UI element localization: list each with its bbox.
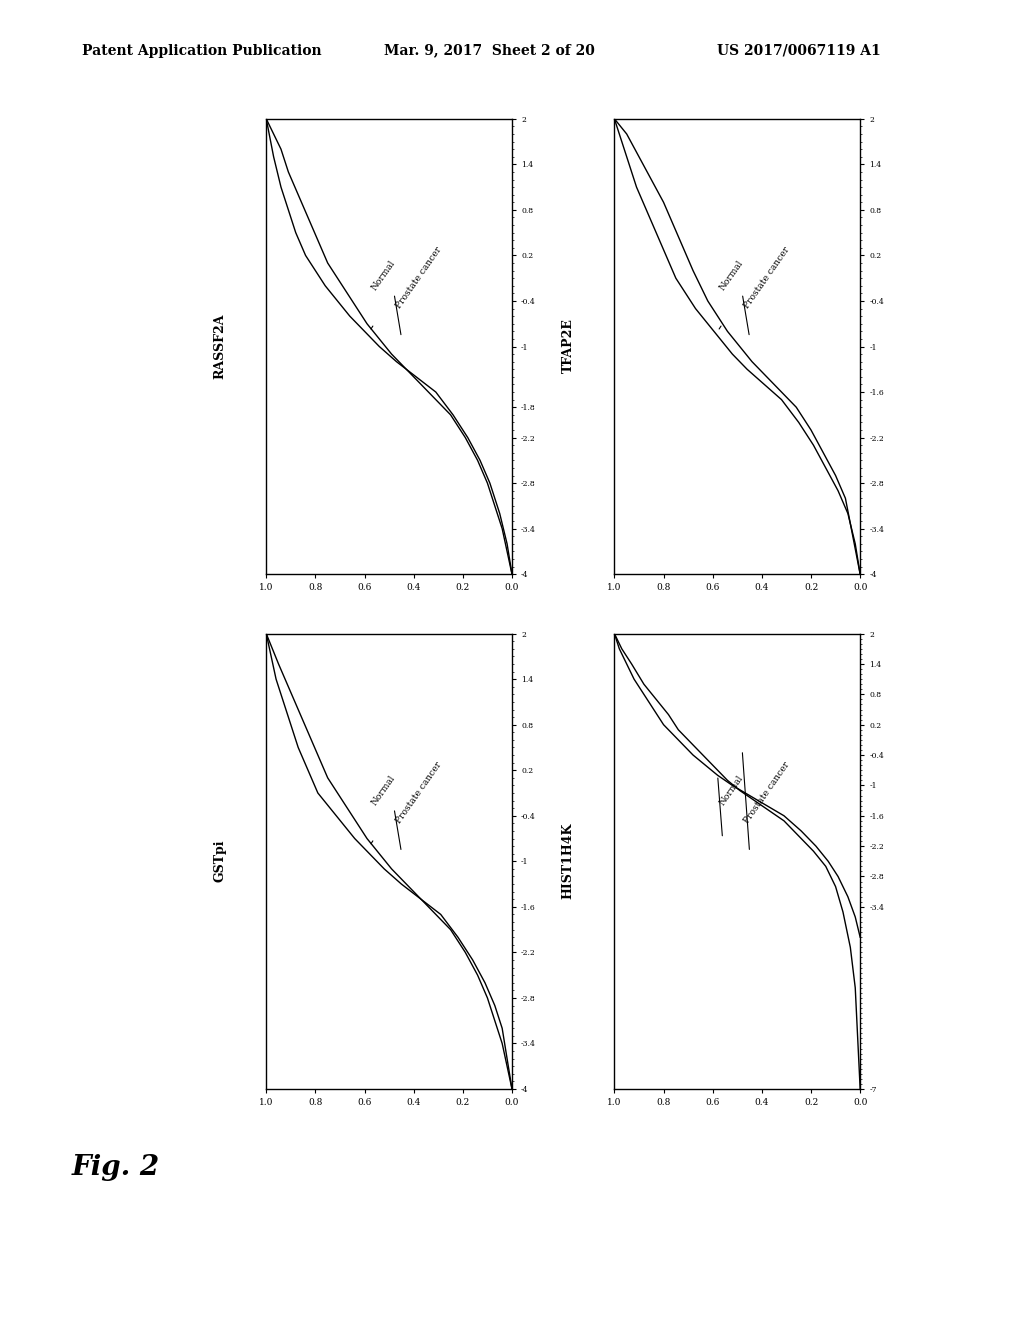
Text: Normal: Normal [718,774,744,807]
Text: Prostate cancer: Prostate cancer [742,760,792,825]
Text: HIST1H4K: HIST1H4K [562,822,574,899]
Text: GSTpi: GSTpi [214,840,226,882]
Text: Normal: Normal [370,259,396,292]
Text: Normal: Normal [718,259,744,292]
Text: TFAP2E: TFAP2E [562,318,574,374]
Text: US 2017/0067119 A1: US 2017/0067119 A1 [717,44,881,58]
Text: Fig. 2: Fig. 2 [72,1155,160,1181]
Text: Mar. 9, 2017  Sheet 2 of 20: Mar. 9, 2017 Sheet 2 of 20 [384,44,595,58]
Text: Prostate cancer: Prostate cancer [742,246,792,310]
Text: Patent Application Publication: Patent Application Publication [82,44,322,58]
Text: RASSF2A: RASSF2A [214,313,226,379]
Text: Prostate cancer: Prostate cancer [394,760,443,825]
Text: Prostate cancer: Prostate cancer [394,246,443,310]
Text: Normal: Normal [370,774,396,807]
